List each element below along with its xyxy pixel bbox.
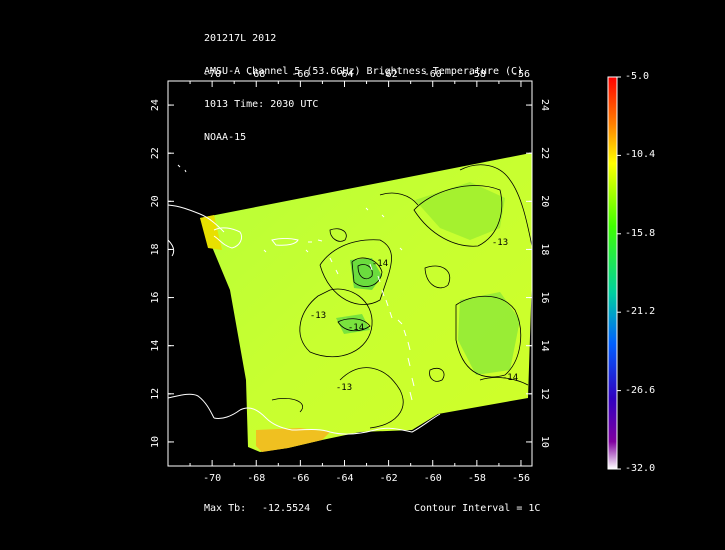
warm-edge-left [200, 215, 222, 250]
lat-tick-label-left: 14 [150, 340, 161, 352]
lat-tick-label-right: 22 [539, 147, 550, 159]
header-line-4: NOAA-15 [204, 132, 247, 143]
lon-tick-label-bottom: -62 [380, 473, 398, 484]
header-line-2: AMSU-A Channel 5 (53.6GHz) Brightness Te… [204, 66, 524, 77]
contour-label: -14 [502, 373, 518, 383]
lon-tick-label-top: -70 [203, 69, 221, 80]
lat-tick-label-right: 16 [539, 292, 550, 304]
contour-label: -13 [336, 383, 352, 393]
colorbar [607, 76, 618, 470]
gulf-coast [213, 409, 241, 419]
lon-tick-label-top: -68 [247, 69, 265, 80]
lat-tick-label-right: 12 [539, 388, 550, 400]
jamaica-coast [168, 239, 175, 257]
lat-tick-label-right: 14 [539, 340, 550, 352]
lon-tick-label-bottom: -70 [203, 473, 221, 484]
virgin-islands [308, 239, 323, 243]
lon-tick-label-bottom: -66 [291, 473, 309, 484]
lon-tick-label-top: -64 [335, 69, 353, 80]
lon-tick-label-top: -60 [424, 69, 442, 80]
puerto-rico-coast [271, 238, 299, 246]
lon-tick-label-bottom: -58 [468, 473, 486, 484]
lon-tick-label-bottom: -64 [335, 473, 353, 484]
colorbar-ticks [617, 76, 621, 470]
lat-tick-label-left: 20 [150, 195, 161, 207]
cuba-coast [168, 204, 225, 233]
lat-tick-label-left: 16 [150, 292, 161, 304]
lat-tick-label-left: 22 [150, 147, 161, 159]
header-line-1: 201217L 2012 [204, 33, 277, 44]
max-tb-value: -12.5524 [262, 503, 311, 514]
colorbar-label: -21.2 [625, 306, 656, 318]
colorbar-label: -5.0 [625, 71, 650, 82]
colorbar-label: -32.0 [625, 463, 656, 474]
map-frame [167, 80, 533, 467]
lat-tick-label-right: 24 [539, 99, 550, 111]
venezuela-coast [239, 407, 441, 435]
header-line-3: 1013 Time: 2030 UTC [204, 99, 319, 110]
contour-label: -14 [348, 323, 364, 333]
swath-layer [200, 152, 532, 452]
contour-label: -13 [310, 311, 326, 321]
contour-label: -14 [372, 259, 388, 269]
swath-green-patch-4 [336, 314, 370, 334]
contour-label: -13 [492, 238, 508, 248]
swath-green-patch-1 [415, 182, 505, 240]
axis-ticks [168, 81, 532, 466]
lat-tick-label-left: 10 [150, 436, 161, 448]
lat-tick-label-left: 18 [150, 243, 161, 255]
axis-tick-labels: -70 -70 -68 -68 -66 -66 -64 -64 -62 -62 -60 -60 -58 -… [150, 69, 550, 484]
max-tb-label: Max Tb: [204, 503, 247, 514]
coastlines [168, 164, 441, 435]
lon-tick-label-bottom: -68 [247, 473, 265, 484]
lon-tick-label-top: -56 [512, 69, 530, 80]
contour-labels: -13 -14 -13 -14 -14 -13 [310, 238, 518, 393]
lat-tick-label-right: 20 [539, 195, 550, 207]
lat-tick-label-right: 18 [539, 243, 550, 255]
contour-interval: Contour Interval = 1C [414, 503, 541, 514]
plot-header: 201217L 2012 AMSU-A Channel 5 (53.6GHz) … [204, 11, 523, 154]
colombia-coast [168, 393, 215, 419]
lon-tick-label-bottom: -60 [424, 473, 442, 484]
small-islands [177, 164, 403, 253]
lat-tick-label-right: 10 [539, 436, 550, 448]
colorbar-label: -15.8 [625, 227, 656, 239]
hispaniola-coast [213, 227, 243, 249]
colorbar-label: -26.6 [625, 384, 656, 396]
warm-edge-bottom [256, 428, 330, 452]
swath-green-patch-2 [458, 292, 520, 375]
lat-tick-label-left: 24 [150, 99, 161, 111]
lon-tick-label-top: -58 [468, 69, 486, 80]
contour-lines [271, 164, 532, 429]
colorbar-label: -10.4 [625, 149, 656, 161]
lesser-antilles [329, 257, 415, 401]
lat-tick-label-left: 12 [150, 388, 161, 400]
lon-tick-label-top: -62 [380, 69, 398, 80]
lon-tick-label-top: -66 [291, 69, 309, 80]
max-tb-unit: C [326, 503, 333, 514]
lon-tick-label-bottom: -56 [512, 473, 530, 484]
